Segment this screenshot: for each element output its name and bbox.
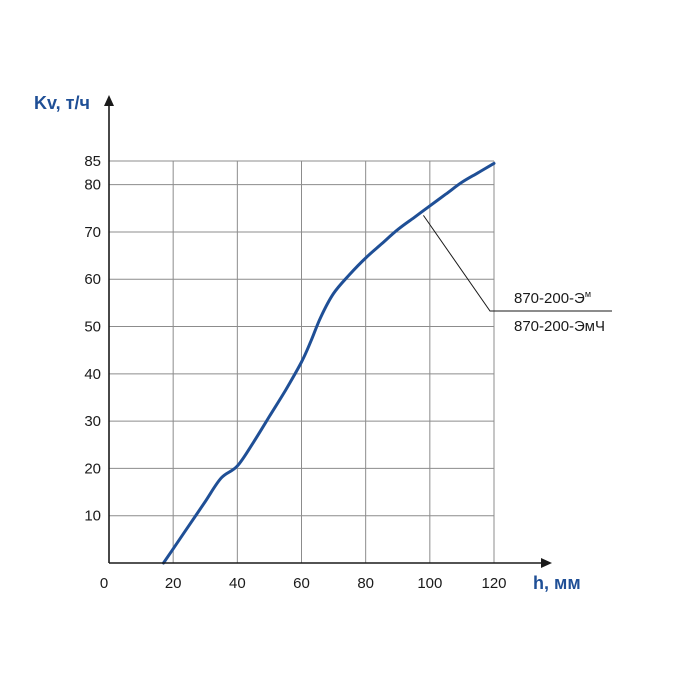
y-tick-label-20: 20 [84,460,101,477]
x-axis-arrow-icon [541,558,552,568]
annotation-label-bottom: 870-200-ЭмЧ [514,318,605,335]
x-tick-labels: 0 20 40 60 80 100 120 [100,575,507,592]
x-tick-label-120: 120 [481,575,506,592]
series-group [162,161,496,565]
x-axis-title: h, мм [533,573,581,593]
y-axis-title: Kv, т/ч [34,93,90,113]
y-tick-label-60: 60 [84,271,101,288]
x-tick-label-100: 100 [417,575,442,592]
x-tick-label-80: 80 [357,575,374,592]
y-tick-label-70: 70 [84,224,101,241]
x-tick-label-60: 60 [293,575,310,592]
axes [104,95,552,568]
y-tick-label-40: 40 [84,366,101,383]
annotation-label-top: 870-200-Эм [514,289,591,307]
x-tick-label-40: 40 [229,575,246,592]
y-tick-label-50: 50 [84,319,101,336]
y-tick-label-85: 85 [84,153,101,170]
annotation-label-top-superscript: м [585,289,591,299]
series-line-0 [162,161,496,565]
y-tick-label-10: 10 [84,508,101,525]
y-tick-labels: 10 20 30 40 50 60 70 80 85 [84,153,101,525]
x-tick-label-20: 20 [165,575,182,592]
annotation-leader-line [423,215,612,312]
x-tick-label-0: 0 [100,575,108,592]
y-tick-label-80: 80 [84,177,101,194]
series-annotation: 870-200-Эм 870-200-ЭмЧ [423,215,612,335]
y-axis-arrow-icon [104,95,114,106]
grid [109,160,495,563]
annotation-label-top-main: 870-200-Э [514,290,585,307]
y-tick-label-30: 30 [84,413,101,430]
